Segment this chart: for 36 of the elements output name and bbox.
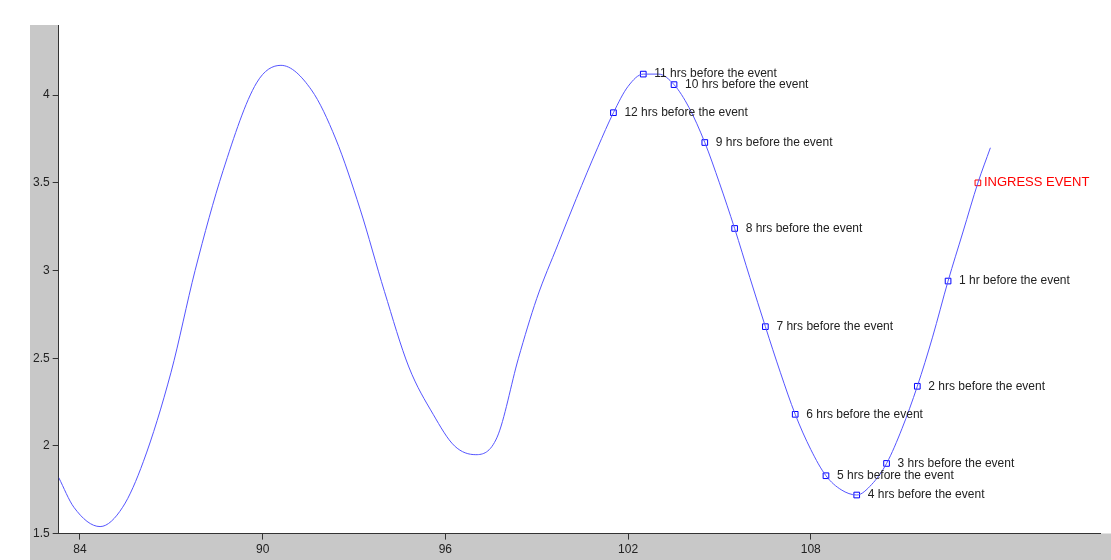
annotation: 3 hrs before the event [897, 455, 1015, 470]
point [913, 382, 921, 390]
x-tick-label: 90 [256, 542, 270, 557]
annotation: 7 hrs before the event [776, 318, 894, 333]
y-tick-label: 3.5 [32, 175, 50, 190]
annotation: 5 hrs before the event [836, 468, 955, 483]
y-tick-label: 2 [42, 438, 50, 453]
annotation: 2 hrs before the event [928, 378, 1046, 393]
point [731, 225, 738, 232]
annotation: 6 hrs before the event [806, 406, 924, 421]
point [762, 323, 769, 330]
point [944, 277, 952, 285]
annotation: 10 hrs before the event [685, 76, 810, 91]
point [639, 70, 647, 78]
annotation: 9 hrs before the event [715, 134, 834, 149]
point [822, 472, 830, 480]
point [701, 139, 709, 146]
point [791, 411, 799, 418]
y-tick-label: 1.5 [32, 525, 50, 540]
annotation: 4 hrs before the event [867, 487, 986, 502]
x-tick-label: 84 [73, 542, 87, 557]
series-label: INGRESS EVENT [983, 174, 1090, 190]
y-tick-label: 2.5 [32, 350, 50, 365]
point [883, 460, 890, 467]
x-tick-label: 108 [800, 542, 822, 557]
annotation: 12 hrs before the event [624, 105, 749, 119]
point [610, 109, 617, 117]
point [670, 81, 678, 88]
point [853, 491, 861, 499]
x-tick-label: 96 [438, 542, 453, 557]
annotation: 8 hrs before the event [745, 220, 864, 235]
point [974, 179, 982, 187]
y-tick-label: 4 [42, 87, 50, 102]
y-tick-label: 3 [42, 262, 50, 277]
annotation: 1 hr before the event [959, 273, 1071, 288]
x-tick-label: 102 [618, 542, 639, 557]
